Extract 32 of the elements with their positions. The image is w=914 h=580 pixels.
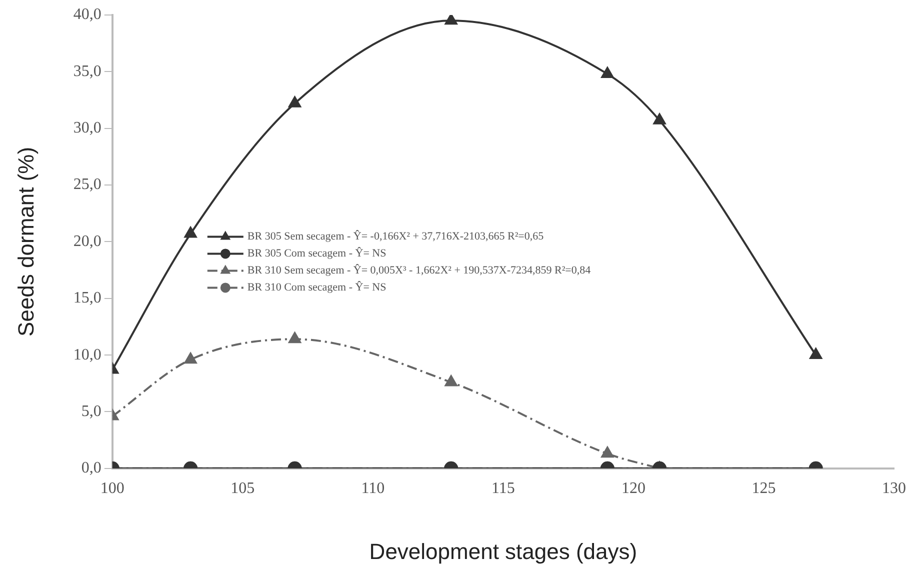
point bbox=[601, 446, 614, 458]
x-axis-title: Development stages (days) bbox=[369, 538, 638, 564]
legend-label: BR 305 Sem secagem - Ŷ= -0,166X² + 37,716X-2103,665 R²=0,65 bbox=[247, 230, 544, 243]
y-tick-label: 10,0 bbox=[73, 346, 102, 364]
y-tick-label: 0,0 bbox=[81, 460, 102, 477]
point bbox=[184, 352, 197, 364]
legend-label: BR 310 Com secagem - Ŷ= NS bbox=[247, 280, 386, 294]
y-axis-title: Seeds dormant (%) bbox=[13, 146, 38, 336]
point bbox=[288, 96, 301, 108]
point bbox=[288, 332, 301, 344]
x-tick-label: 110 bbox=[361, 480, 385, 498]
y-tick-label: 40,0 bbox=[73, 6, 102, 24]
y-tick-label: 5,0 bbox=[81, 402, 102, 420]
y-tick-label: 35,0 bbox=[73, 62, 102, 80]
y-tick-label: 15,0 bbox=[73, 290, 102, 307]
x-tick-label: 130 bbox=[882, 480, 906, 498]
point bbox=[444, 375, 458, 386]
point bbox=[810, 348, 822, 360]
point bbox=[653, 113, 666, 124]
y-tick-label: 30,0 bbox=[73, 120, 102, 137]
legend-label: BR 310 Sem secagem - Ŷ= 0,005X³ - 1,662X² + 190,537X-7234,859 R²=0,84 bbox=[247, 264, 592, 277]
x-tick-label: 120 bbox=[621, 480, 646, 498]
x-tick-label: 125 bbox=[752, 480, 776, 498]
legend-label: BR 305 Com secagem - Ŷ= NS bbox=[247, 246, 386, 260]
point bbox=[601, 66, 614, 78]
x-tick-label: 105 bbox=[230, 480, 255, 498]
point bbox=[444, 15, 458, 25]
y-tick-label: 20,0 bbox=[73, 232, 102, 250]
y-tick-label: 25,0 bbox=[73, 176, 102, 194]
point bbox=[184, 226, 197, 238]
x-tick-label: 100 bbox=[100, 480, 124, 498]
x-tick-label: 115 bbox=[491, 480, 515, 498]
